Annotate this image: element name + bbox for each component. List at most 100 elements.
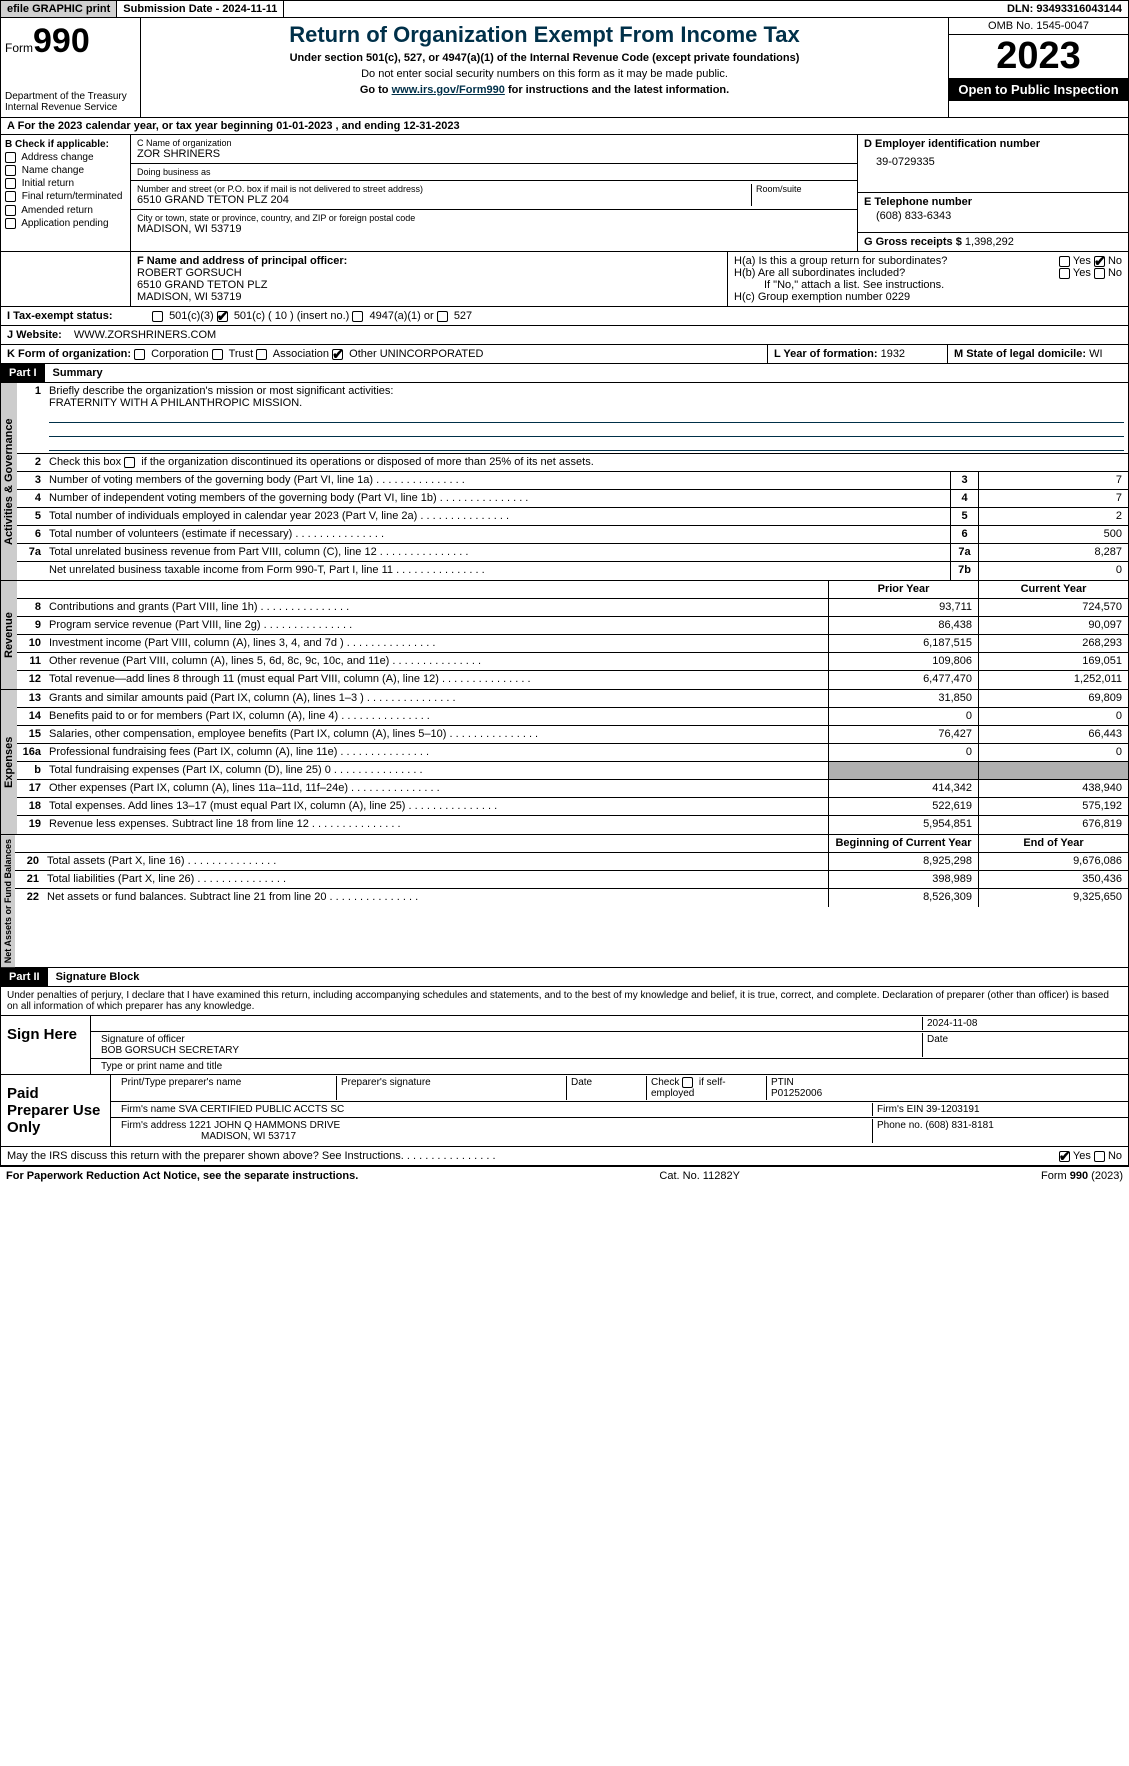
box-b-checkbox-0[interactable] — [5, 152, 16, 163]
firm-name: SVA CERTIFIED PUBLIC ACCTS SC — [178, 1104, 344, 1115]
box-b-checkbox-5[interactable] — [5, 218, 16, 229]
current-year-header: Current Year — [978, 581, 1128, 598]
discuss-no-checkbox[interactable] — [1094, 1151, 1105, 1162]
line-num: 13 — [17, 690, 45, 707]
line-num: 7a — [17, 544, 45, 561]
line-num: 16a — [17, 744, 45, 761]
box-b-checkbox-4[interactable] — [5, 205, 16, 216]
ha-label: H(a) Is this a group return for subordin… — [734, 255, 947, 267]
prior-val: 0 — [828, 708, 978, 725]
no-label2: No — [1108, 267, 1122, 279]
tax-year: 2023 — [949, 35, 1128, 78]
ha-yes-checkbox[interactable] — [1059, 256, 1070, 267]
box-b-item-2: Initial return — [22, 178, 74, 189]
line-desc: Net assets or fund balances. Subtract li… — [43, 889, 828, 907]
org-name: ZOR SHRINERS — [137, 148, 851, 160]
current-val: 66,443 — [978, 726, 1128, 743]
tax-opt-checkbox-0[interactable] — [152, 311, 163, 322]
discuss-yes-checkbox[interactable] — [1059, 1151, 1070, 1162]
officer-label: F Name and address of principal officer: — [137, 255, 721, 267]
part2-bar: Part II Signature Block — [0, 968, 1129, 987]
current-val: 1,252,011 — [978, 671, 1128, 689]
tax-opt-checkbox-3[interactable] — [437, 311, 448, 322]
line-num: 14 — [17, 708, 45, 725]
box-b-checkbox-1[interactable] — [5, 165, 16, 176]
current-val: 9,676,086 — [978, 853, 1128, 870]
discuss-row: May the IRS discuss this return with the… — [0, 1147, 1129, 1166]
self-employed-checkbox[interactable] — [682, 1077, 693, 1088]
current-val: 90,097 — [978, 617, 1128, 634]
prior-val — [828, 762, 978, 779]
footer-left: For Paperwork Reduction Act Notice, see … — [6, 1170, 358, 1182]
line-desc: Total unrelated business revenue from Pa… — [45, 544, 950, 561]
sign-here-label: Sign Here — [1, 1016, 91, 1074]
ha-no-checkbox[interactable] — [1094, 256, 1105, 267]
sign-date: 2024-11-08 — [922, 1017, 1122, 1030]
discuss-text: May the IRS discuss this return with the… — [7, 1150, 404, 1162]
prior-val: 8,925,298 — [828, 853, 978, 870]
k-opt-checkbox-3[interactable] — [332, 349, 343, 360]
box-b-header: B Check if applicable: — [5, 139, 126, 150]
ssn-warning: Do not enter social security numbers on … — [149, 68, 940, 80]
gross-value: 1,398,292 — [965, 236, 1014, 248]
firm-name-label: Firm's name — [121, 1104, 178, 1115]
hb-no-checkbox[interactable] — [1094, 268, 1105, 279]
line2-checkbox[interactable] — [124, 457, 135, 468]
hc-label: H(c) Group exemption number — [734, 291, 886, 303]
line-desc: Benefits paid to or for members (Part IX… — [45, 708, 828, 725]
hb-yes-checkbox[interactable] — [1059, 268, 1070, 279]
k-opt-checkbox-1[interactable] — [212, 349, 223, 360]
k-opt-checkbox-0[interactable] — [134, 349, 145, 360]
line-box: 3 — [950, 472, 978, 489]
prior-val: 31,850 — [828, 690, 978, 707]
mission-text: FRATERNITY WITH A PHILANTHROPIC MISSION. — [49, 397, 302, 409]
tax-opt-checkbox-1[interactable] — [217, 311, 228, 322]
k-opt-2: Association — [273, 348, 329, 360]
hb-label: H(b) Are all subordinates included? — [734, 267, 905, 279]
irs-link[interactable]: www.irs.gov/Form990 — [392, 84, 505, 96]
no-label3: No — [1108, 1150, 1122, 1162]
city-label: City or town, state or province, country… — [137, 213, 851, 223]
line-desc: Professional fundraising fees (Part IX, … — [45, 744, 828, 761]
line-val: 7 — [978, 490, 1128, 507]
tax-opt-checkbox-2[interactable] — [352, 311, 363, 322]
line-num: 8 — [17, 599, 45, 616]
row-i-tax-status: I Tax-exempt status: 501(c)(3) 501(c) ( … — [0, 307, 1129, 326]
box-b-item-3: Final return/terminated — [22, 192, 123, 203]
k-opt-checkbox-2[interactable] — [256, 349, 267, 360]
tax-status-label: I Tax-exempt status: — [1, 307, 146, 325]
row-klm: K Form of organization: Corporation Trus… — [0, 345, 1129, 364]
tax-opt-3: 527 — [454, 310, 472, 322]
dba-label: Doing business as — [137, 167, 851, 177]
firm-ein-label: Firm's EIN — [877, 1104, 926, 1115]
row-j-website: J Website: WWW.ZORSHRINERS.COM — [0, 326, 1129, 345]
box-b-checkbox-2[interactable] — [5, 178, 16, 189]
netassets-side-label: Net Assets or Fund Balances — [1, 835, 15, 967]
footer-mid: Cat. No. 11282Y — [659, 1170, 740, 1182]
current-val: 0 — [978, 708, 1128, 725]
k-other-value: UNINCORPORATED — [380, 348, 484, 360]
dln: DLN: 93493316043144 — [1001, 1, 1128, 17]
box-k-label: K Form of organization: — [7, 348, 131, 360]
officer-name: ROBERT GORSUCH — [137, 267, 721, 279]
form-subtitle: Under section 501(c), 527, or 4947(a)(1)… — [149, 52, 940, 64]
efile-print-button[interactable]: efile GRAPHIC print — [1, 1, 117, 17]
domicile: WI — [1089, 348, 1102, 360]
current-val: 438,940 — [978, 780, 1128, 797]
prior-year-header: Prior Year — [828, 581, 978, 598]
line-num: 11 — [17, 653, 45, 670]
line-val: 0 — [978, 562, 1128, 580]
line-box: 4 — [950, 490, 978, 507]
begin-year-header: Beginning of Current Year — [828, 835, 978, 852]
ein-value: 39-0729335 — [864, 150, 1122, 168]
box-b-checkbox-3[interactable] — [5, 191, 16, 202]
current-val: 724,570 — [978, 599, 1128, 616]
line-val: 500 — [978, 526, 1128, 543]
officer-addr1: 6510 GRAND TETON PLZ — [137, 279, 721, 291]
line-num: b — [17, 762, 45, 779]
line-desc: Other expenses (Part IX, column (A), lin… — [45, 780, 828, 797]
prior-val: 5,954,851 — [828, 816, 978, 834]
prior-val: 8,526,309 — [828, 889, 978, 907]
revenue-side-label: Revenue — [1, 581, 17, 689]
prior-val: 109,806 — [828, 653, 978, 670]
